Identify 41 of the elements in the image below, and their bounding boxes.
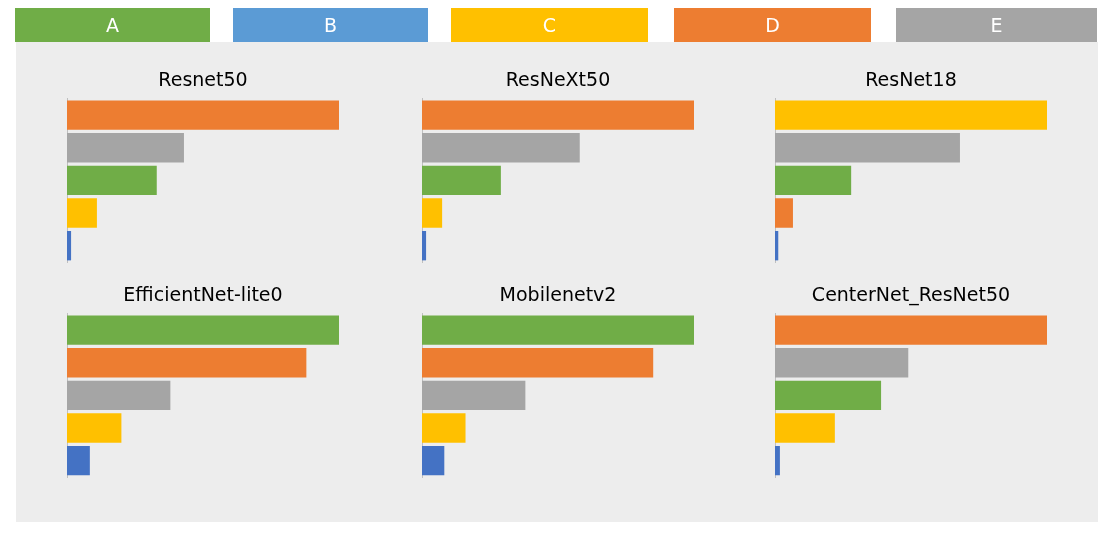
bar (422, 198, 443, 228)
category-label: D (765, 14, 780, 36)
bar (67, 133, 184, 163)
bar (422, 348, 654, 378)
bar (67, 348, 307, 378)
bar (775, 380, 882, 411)
chart-title: ResNeXt50 (505, 68, 611, 91)
chart-title: CenterNet_ResNet50 (811, 283, 1011, 307)
chart-title: Resnet50 (158, 68, 248, 91)
bar (775, 230, 779, 261)
category-label: A (106, 14, 119, 36)
bar (775, 445, 780, 476)
bar (67, 380, 171, 411)
bar (67, 165, 157, 196)
category-label: B (323, 14, 338, 36)
bar (422, 380, 526, 411)
chart-title: ResNet18 (865, 68, 957, 91)
category-label: C (542, 14, 557, 36)
chart-title: Mobilenetv2 (499, 283, 617, 306)
bar (67, 413, 122, 443)
bar (422, 315, 694, 345)
bar (422, 445, 445, 476)
bar (67, 198, 97, 228)
bar (422, 133, 580, 163)
bar (422, 165, 501, 196)
bar (775, 133, 960, 163)
bar (422, 230, 427, 261)
bar (67, 315, 339, 345)
category-label: E (990, 14, 1003, 36)
bar (67, 445, 90, 476)
bar (775, 348, 909, 378)
bar (775, 413, 835, 443)
bar (775, 165, 852, 196)
chart-title: EfficientNet-lite0 (123, 283, 283, 306)
bar (775, 315, 1047, 345)
bar (775, 198, 793, 228)
bar (67, 100, 339, 130)
bar (775, 100, 1047, 130)
bar (67, 230, 72, 261)
bar (422, 100, 694, 130)
bar (422, 413, 466, 443)
